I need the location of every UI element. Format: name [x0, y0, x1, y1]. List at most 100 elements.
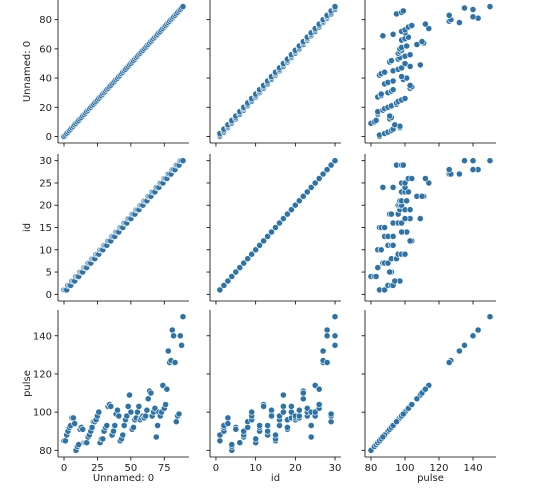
scatter-point: [406, 51, 414, 59]
scatter-point: [119, 431, 127, 439]
scatter-point: [323, 332, 331, 340]
y-tick-label: 80: [39, 446, 52, 457]
scatter-point: [232, 425, 240, 433]
scatter-point: [99, 435, 107, 443]
scatter-point: [260, 237, 267, 245]
scatter-point: [71, 420, 79, 427]
scatter-point: [379, 433, 387, 441]
y-tick-label: 80: [39, 15, 52, 26]
scatter-point: [327, 418, 335, 426]
y-axis-label-unnamed-0: Unnamed: 0: [22, 41, 33, 102]
y-axis-label-pulse: pulse: [22, 370, 33, 397]
scatter-point: [399, 7, 407, 15]
x-tick-label: 20: [289, 463, 302, 474]
scatter-point: [224, 277, 232, 285]
scatter-point: [107, 402, 115, 410]
scatter-point: [421, 385, 429, 393]
scatter-point: [323, 326, 331, 334]
scatter-point: [272, 431, 279, 439]
scatter-point: [469, 157, 477, 165]
scatter-point: [163, 385, 171, 393]
scatter-point: [461, 157, 468, 165]
scatter-point: [264, 422, 271, 429]
scatter-point: [175, 410, 183, 418]
scatter-point: [403, 42, 411, 50]
scatter-point: [295, 406, 303, 414]
scatter-point: [268, 406, 275, 414]
scatter-point: [408, 22, 416, 29]
scatter-point: [406, 63, 414, 70]
scatter-point: [461, 4, 468, 12]
scatter-point: [224, 414, 232, 422]
scatter-point: [272, 224, 279, 231]
scatter-point: [469, 6, 477, 13]
scatter-point: [179, 3, 187, 10]
scatter-point: [142, 412, 149, 420]
scatter-point: [172, 418, 180, 426]
scatter-point: [248, 408, 256, 416]
scatter-point: [268, 412, 275, 420]
scatter-point: [331, 3, 339, 10]
scatter-point: [319, 347, 327, 355]
scatter-point: [469, 13, 477, 21]
scatter-point: [252, 435, 260, 443]
scatter-point: [377, 246, 385, 254]
x-tick-label: 0: [61, 463, 67, 474]
scatter-point: [83, 439, 91, 447]
scatter-point: [248, 250, 256, 258]
scatter-point: [252, 246, 260, 254]
scatter-point: [406, 82, 414, 89]
scatter-point: [264, 427, 271, 435]
scatter-point: [455, 347, 463, 355]
scatter-point: [391, 121, 399, 129]
x-axis-label-id: id: [271, 473, 280, 484]
scatter-point: [418, 38, 426, 45]
panel-pulse-vs-pulse: 80 100 120 140: [361, 310, 496, 474]
scatter-point: [279, 402, 287, 410]
scatter-point: [299, 395, 307, 403]
scatter-point: [144, 395, 152, 403]
scatter-point: [135, 402, 143, 410]
x-tick-label: 0: [213, 463, 219, 474]
scatter-point: [295, 412, 303, 420]
scatter-point: [279, 408, 287, 416]
scatter-point: [399, 410, 407, 418]
scatter-point: [408, 401, 416, 408]
scatter-point: [127, 408, 135, 416]
scatter-point: [111, 422, 119, 429]
scatter-point: [224, 420, 232, 427]
y-tick-label: 120: [33, 369, 52, 380]
scatter-point: [295, 197, 303, 205]
scatter-point: [399, 161, 407, 169]
scatter-point: [88, 423, 96, 431]
y-axis-label-id: id: [22, 223, 33, 232]
scatter-point: [401, 95, 409, 102]
scatter-point: [236, 264, 244, 271]
scatter-point: [379, 183, 387, 191]
scatter-point: [62, 437, 69, 445]
panel-unnamed-0-vs-id: [206, 0, 341, 147]
scatter-point: [95, 408, 103, 416]
scatter-point: [315, 175, 323, 182]
scatter-point: [445, 359, 453, 366]
scatter-point: [381, 224, 388, 231]
scatter-point: [126, 391, 133, 399]
scatter-point: [228, 441, 236, 448]
scatter-point: [291, 201, 299, 209]
x-tick-label: 10: [249, 463, 262, 474]
panel-pulse-vs-id: 0 10 20 30: [206, 310, 341, 474]
y-tick-label: 0: [46, 132, 52, 143]
y-tick-label: 140: [33, 331, 52, 342]
scatter-point: [486, 3, 494, 10]
scatter-point: [372, 273, 380, 280]
scatter-point: [455, 19, 463, 26]
scatter-point: [323, 166, 331, 173]
scatter-point: [469, 166, 477, 173]
scatter-point: [110, 427, 117, 435]
scatter-point: [445, 166, 453, 173]
scatter-point: [331, 313, 339, 321]
scatter-point: [244, 255, 252, 263]
panel-unnamed-0-vs-pulse: [361, 0, 496, 147]
x-axis-label-pulse: pulse: [417, 473, 444, 484]
